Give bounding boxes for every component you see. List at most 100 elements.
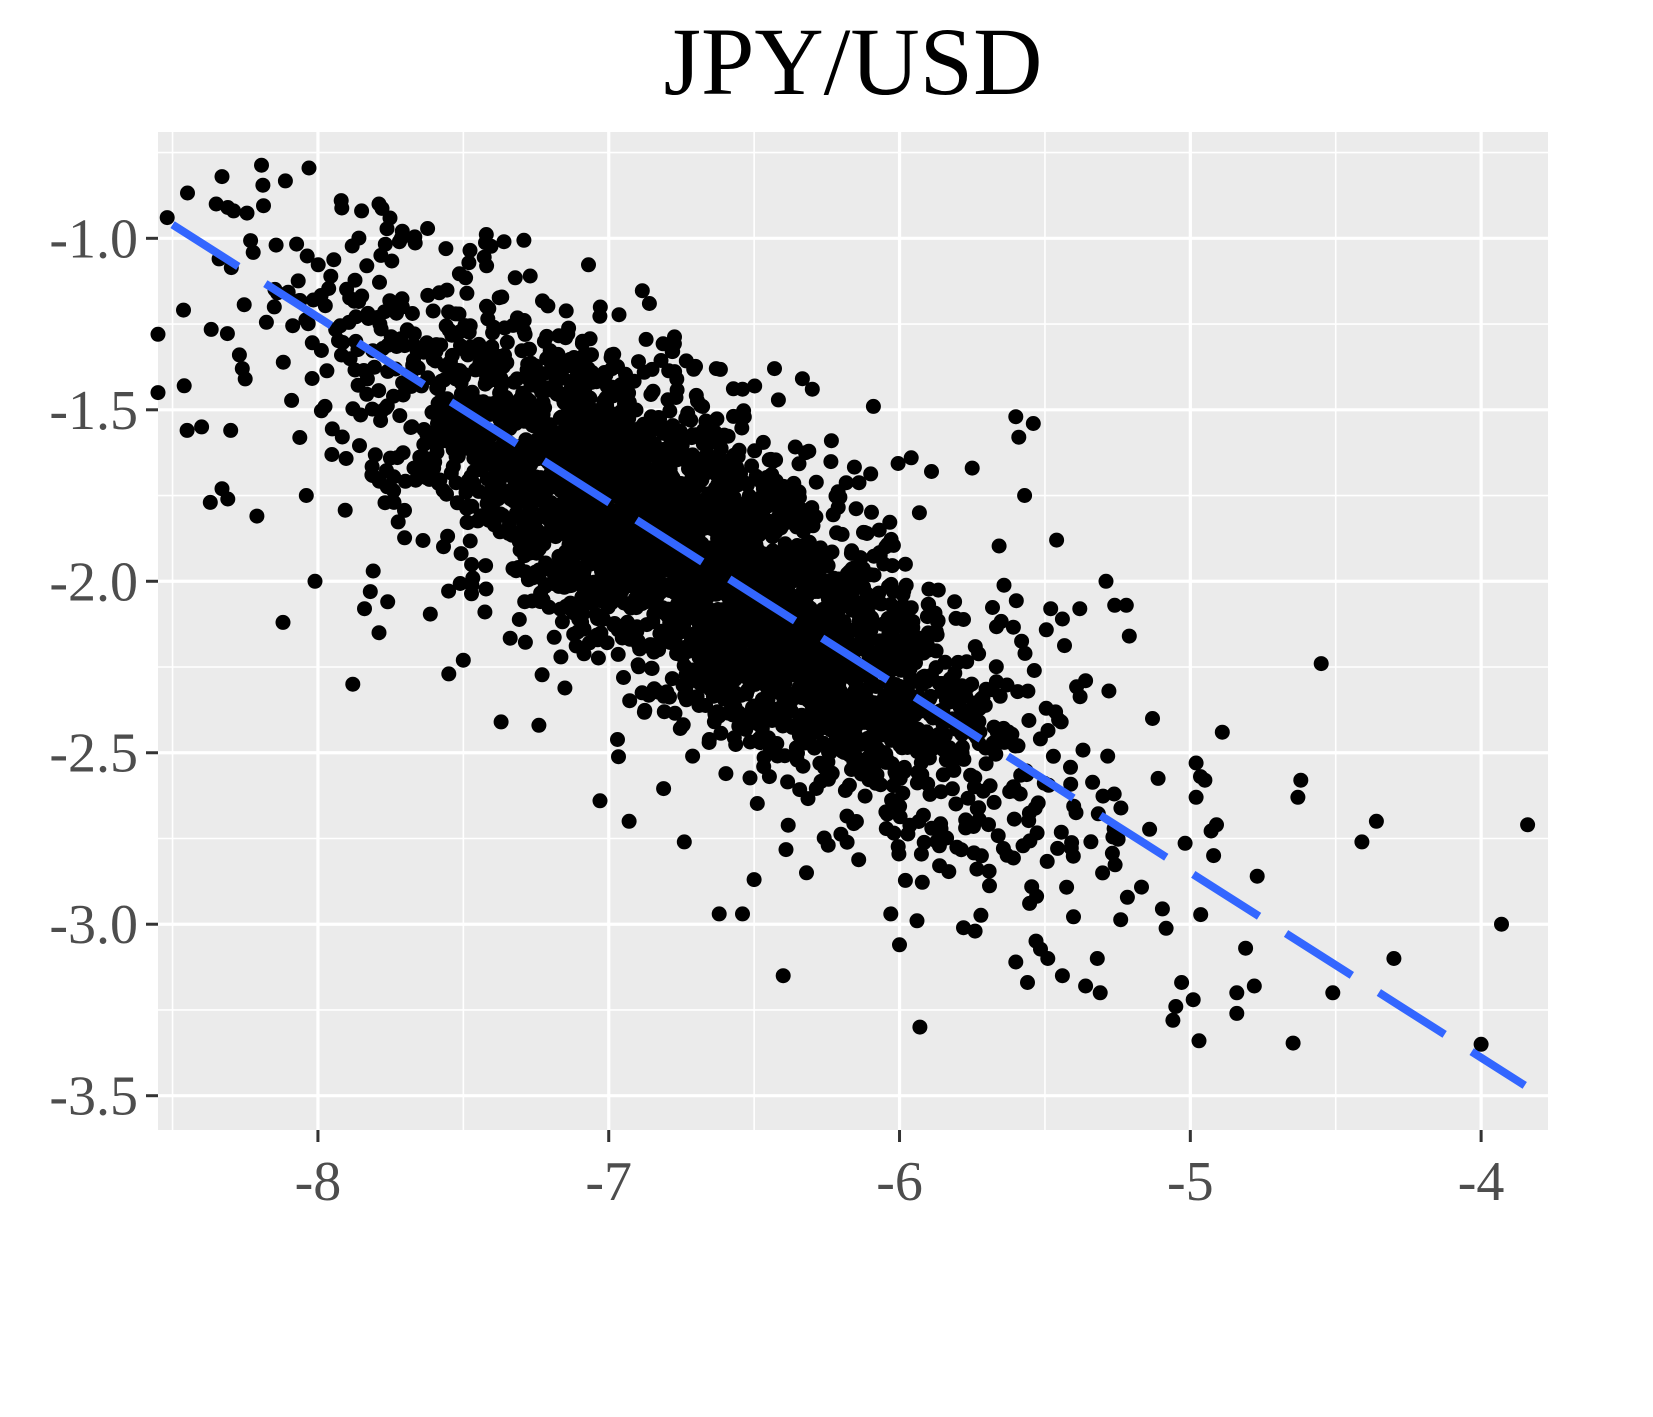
data-point [581,257,596,273]
data-point [367,447,383,463]
data-point [1293,772,1309,788]
data-point [497,412,513,428]
data-point [429,439,445,454]
data-point [981,863,997,879]
data-point [911,505,927,521]
data-point [453,546,469,562]
data-point [299,248,315,264]
data-point [916,834,932,850]
data-point [790,632,806,648]
data-point [576,524,592,540]
data-point [570,624,586,640]
data-point [508,505,524,521]
data-point [545,522,561,537]
data-point [249,508,265,524]
data-point [554,614,570,630]
data-point [718,766,734,782]
data-point [890,456,906,471]
data-point [478,581,494,597]
data-point [1021,713,1037,728]
data-point [701,732,717,747]
data-point [756,708,771,724]
axes: -8 -7 -6 -5 -4 -1.0 -1.5 -2.0 -2.5 -3.0 -3.5 [49,208,1504,1213]
data-point [313,343,329,358]
data-point [214,169,230,185]
data-point [495,507,511,523]
data-point [345,676,361,692]
data-point [1154,901,1170,917]
data-point [359,258,375,274]
data-point [1520,817,1536,833]
data-point [1032,731,1048,747]
data-point [956,612,971,627]
data-point [1121,628,1137,644]
data-point [592,793,608,809]
data-point [947,594,963,610]
data-point [403,420,419,435]
data-point [324,447,340,462]
data-point [1229,1005,1245,1021]
data-point [479,496,495,511]
data-point [954,745,970,761]
data-point [289,236,305,252]
data-point [577,405,593,421]
data-point [1145,711,1160,726]
data-point [807,605,823,621]
data-point [436,539,451,555]
data-point [1049,532,1065,548]
data-point [1028,933,1044,949]
data-point [557,680,573,696]
data-point [516,323,532,339]
data-point [714,549,730,565]
data-point [680,405,696,421]
data-point [751,514,767,530]
data-point [1021,813,1037,829]
data-point [637,702,653,718]
data-point [448,306,464,322]
data-point [332,318,348,334]
data-point [256,198,271,214]
data-point [716,427,732,443]
data-point [561,320,577,336]
data-point [787,658,803,674]
data-point [918,674,934,690]
data-point [471,336,487,352]
data-point [875,646,891,662]
data-point [208,196,224,212]
data-point [999,677,1015,693]
fit-line [170,221,1527,1089]
data-point [775,968,791,984]
data-point [461,255,477,271]
data-point [1368,813,1384,829]
data-point [1206,848,1222,864]
data-point [930,735,946,751]
data-point [821,771,836,787]
data-point [394,291,410,307]
data-point [422,606,438,622]
data-point [899,682,915,698]
data-point [621,394,637,410]
data-point [661,363,677,379]
data-point [675,717,691,733]
data-point [1092,985,1108,1001]
data-point [478,235,493,251]
data-point [406,326,422,342]
data-point [767,361,782,377]
data-point [529,451,545,467]
data-point [841,777,857,793]
data-point [513,448,529,464]
data-point [844,623,860,639]
data-point [452,576,468,591]
data-point [975,783,991,799]
data-point [523,545,539,561]
data-point [569,559,585,575]
data-point [373,321,389,337]
data-point [960,790,976,806]
data-point [465,570,481,586]
data-point [895,598,911,614]
data-point [514,343,530,359]
data-point [553,649,569,665]
data-point [967,923,983,939]
data-point [1313,656,1329,672]
data-point [603,549,619,565]
